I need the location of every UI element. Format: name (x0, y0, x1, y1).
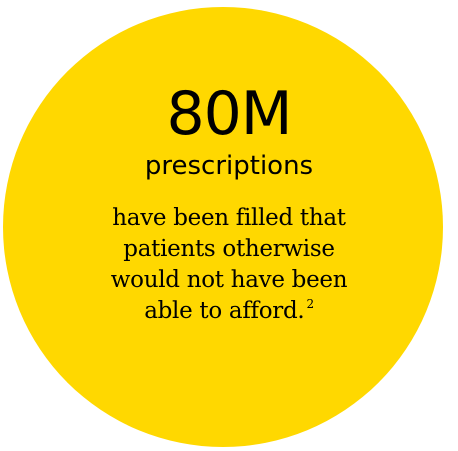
yellow-circle (3, 7, 443, 447)
description-line-3: would not have been (110, 267, 348, 293)
description-line-2: patients otherwise (123, 236, 335, 262)
stat-description: have been filled that patients otherwise… (79, 203, 379, 327)
description-line-4-text: able to afford. (144, 298, 305, 324)
stat-number: 80M (166, 79, 292, 149)
description-line-4: able to afford. 2 (79, 296, 379, 327)
footnote-marker: 2 (306, 297, 314, 311)
stat-unit: prescriptions (144, 151, 314, 181)
description-line-1: have been filled that (112, 205, 346, 231)
